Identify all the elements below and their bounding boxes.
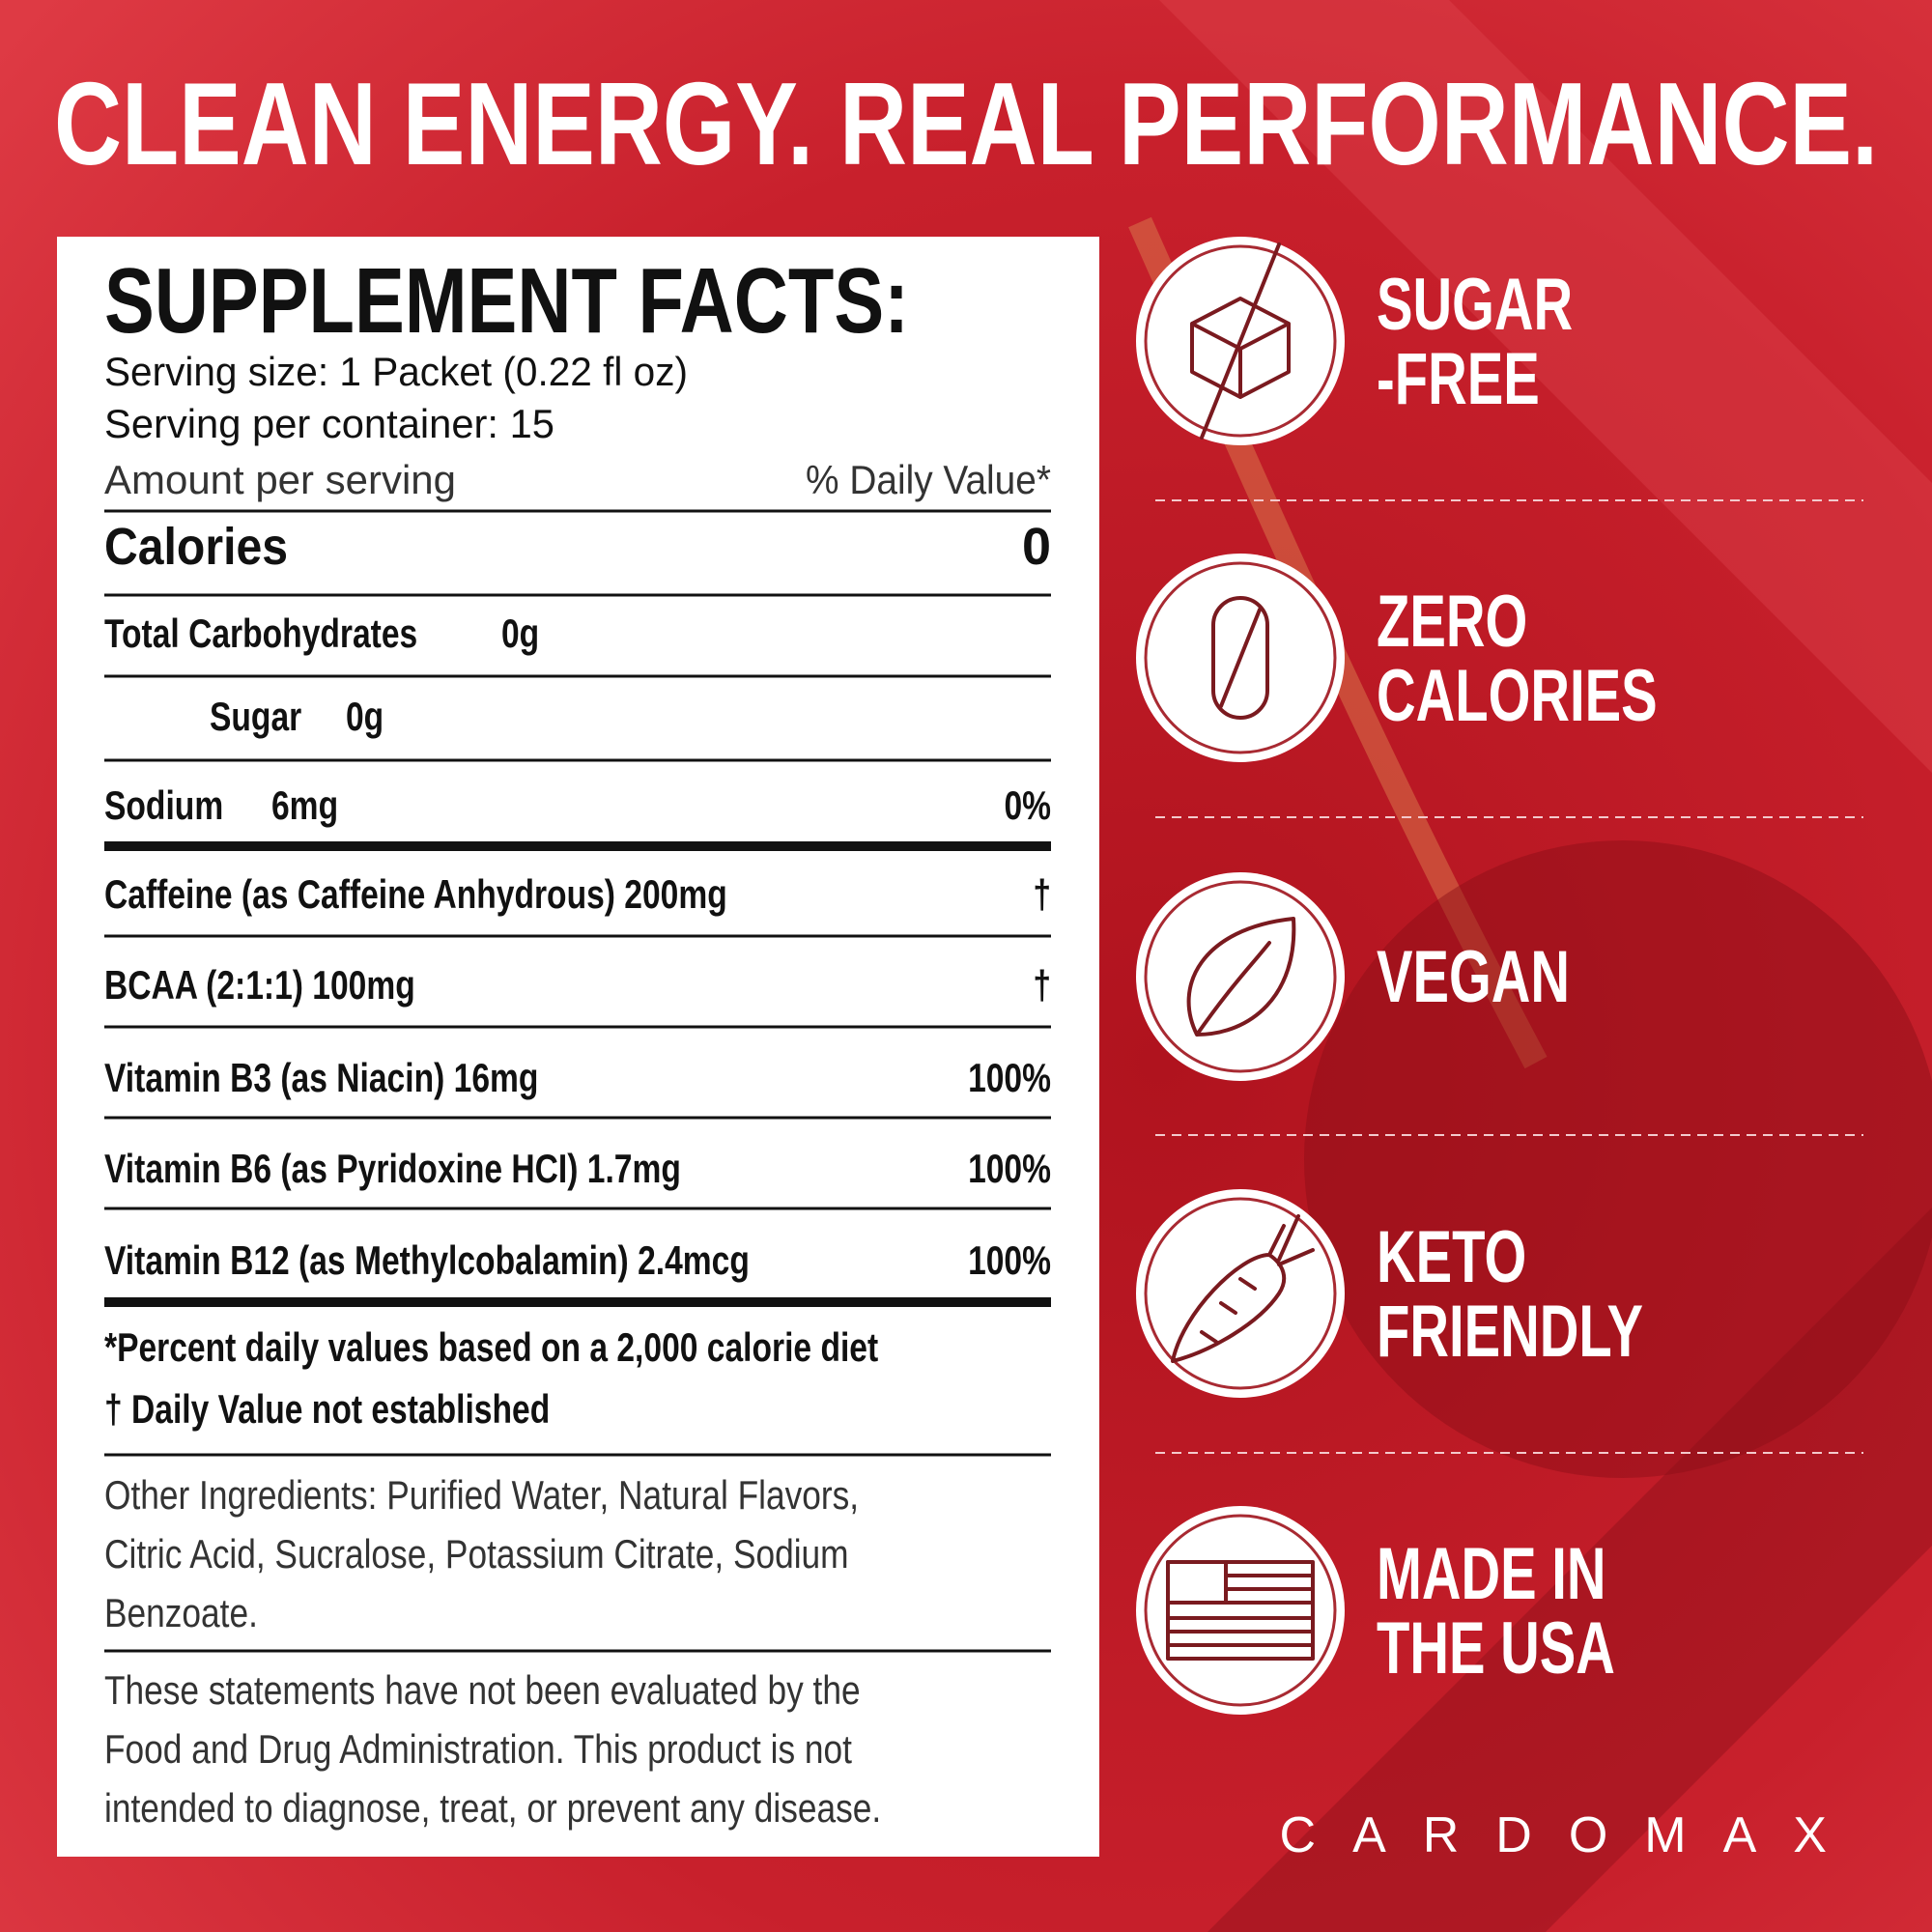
ingredients-line: Citric Acid, Sucralose, Potassium Citrat…	[104, 1531, 849, 1577]
row-name: Sugar	[210, 694, 301, 739]
badge-ring	[1144, 880, 1337, 1073]
icon-sugar	[1190, 242, 1291, 440]
row-name: BCAA (2:1:1) 100mg	[104, 962, 415, 1008]
badge-label: ZERO	[1377, 581, 1527, 663]
badge-label: KETO	[1377, 1216, 1526, 1298]
icon-carrot	[1171, 1214, 1315, 1363]
row-amount: 6mg	[271, 782, 338, 828]
calories-label: Calories	[104, 518, 288, 576]
icon-leaf	[1186, 917, 1296, 1037]
row-dv: 100%	[968, 1146, 1051, 1191]
badge-ring	[1144, 561, 1337, 754]
row-dv: †	[1033, 962, 1051, 1008]
serving-size: Serving size: 1 Packet (0.22 fl oz)	[104, 349, 688, 394]
ingredients-line: Benzoate.	[104, 1590, 258, 1635]
ingredients-line: Other Ingredients: Purified Water, Natur…	[104, 1472, 859, 1518]
badge-label: -FREE	[1377, 338, 1540, 420]
row-name: Total Carbohydrates	[104, 611, 417, 656]
servings: Serving per container: 15	[104, 401, 554, 446]
disclaimer-line: intended to diagnose, treat, or prevent …	[104, 1785, 881, 1831]
row-dv: 100%	[968, 1055, 1051, 1100]
facts: SUPPLEMENT FACTS: Serving size: 1 Packet…	[104, 249, 1051, 1831]
footnote: † Daily Value not established	[104, 1386, 550, 1432]
badge-ring	[1144, 244, 1337, 438]
badge-label: FRIENDLY	[1377, 1291, 1643, 1373]
title: CLEAN ENERGY. REAL PERFORMANCE.	[54, 58, 1878, 189]
footnote: *Percent daily values based on a 2,000 c…	[104, 1324, 878, 1370]
row-name: Sodium	[104, 782, 223, 828]
row-amount: 0g	[501, 611, 539, 656]
facts-panel	[57, 237, 1099, 1857]
badge-label: VEGAN	[1377, 936, 1570, 1018]
amount-label: Amount per serving	[104, 457, 456, 502]
badge-label: SUGAR	[1377, 264, 1573, 346]
calories-value: 0	[1022, 518, 1051, 576]
row-name: Vitamin B12 (as Methylcobalamin) 2.4mcg	[104, 1237, 750, 1283]
facts-heading: SUPPLEMENT FACTS:	[104, 249, 909, 353]
badge-ring	[1144, 1197, 1337, 1390]
row-dv: 100%	[968, 1237, 1051, 1283]
row-dv: †	[1033, 871, 1051, 917]
row-name: Vitamin B6 (as Pyridoxine HCI) 1.7mg	[104, 1146, 681, 1191]
dv-label: % Daily Value*	[806, 457, 1051, 502]
badge-label: THE USA	[1377, 1607, 1615, 1690]
disclaimer-line: These statements have not been evaluated…	[104, 1667, 861, 1713]
bg-band	[1159, 0, 1932, 773]
badge-circle	[1136, 1506, 1345, 1715]
badge-label: MADE IN	[1377, 1533, 1605, 1615]
disclaimer-line: Food and Drug Administration. This produ…	[104, 1726, 852, 1772]
badge-ring	[1144, 1514, 1337, 1707]
badge-label: CALORIES	[1377, 655, 1658, 737]
bg-band	[1208, 1208, 1932, 1932]
row-amount: 0g	[346, 694, 384, 739]
cherry	[1304, 840, 1932, 1478]
row-dv: 0%	[1004, 782, 1051, 828]
icon-zero	[1211, 596, 1269, 720]
row-name: Caffeine (as Caffeine Anhydrous) 200mg	[104, 871, 727, 917]
icon-flag	[1166, 1560, 1315, 1661]
brand: CARDOMAX	[1280, 1807, 1863, 1863]
row-name: Vitamin B3 (as Niacin) 16mg	[104, 1055, 538, 1100]
badge-circle	[1136, 1189, 1345, 1398]
